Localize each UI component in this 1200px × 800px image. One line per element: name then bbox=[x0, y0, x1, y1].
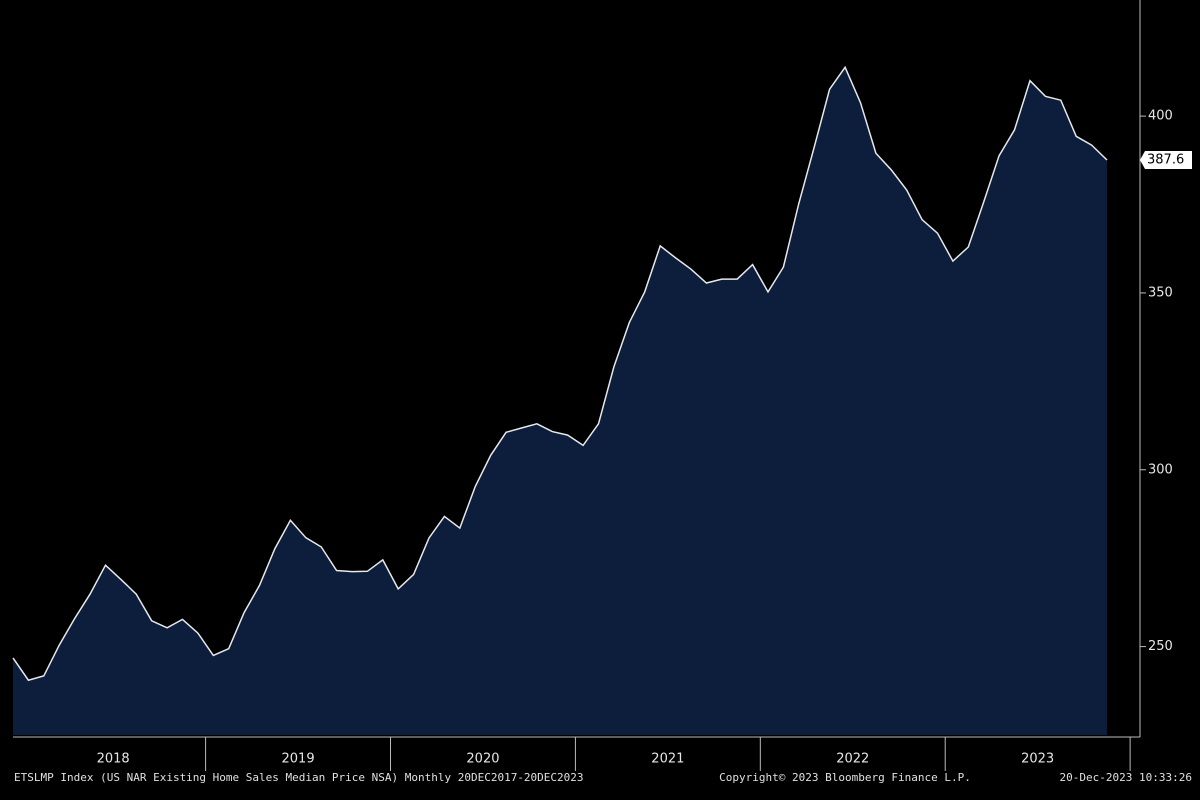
last-value-box bbox=[1140, 150, 1192, 169]
y-tick-label: 300 bbox=[1148, 462, 1173, 477]
area-fill bbox=[13, 67, 1107, 736]
x-tick-label: 2018 bbox=[97, 752, 130, 767]
x-tick-label: 2022 bbox=[836, 752, 869, 767]
y-tick-label: 250 bbox=[1148, 639, 1173, 654]
x-tick-label: 2020 bbox=[466, 752, 499, 767]
y-tick-label: 400 bbox=[1148, 109, 1173, 124]
area-line bbox=[12, 65, 1108, 682]
x-tick-label: 2023 bbox=[1021, 752, 1054, 767]
last-value-label: 387.6 bbox=[1147, 152, 1184, 167]
footer-left: ETSLMP Index (US NAR Existing Home Sales… bbox=[14, 771, 584, 784]
y-tick-label: 350 bbox=[1148, 285, 1173, 300]
footer-center: Copyright© 2023 Bloomberg Finance L.P. bbox=[719, 771, 971, 784]
x-tick-label: 2019 bbox=[282, 752, 315, 767]
x-tick-label: 2021 bbox=[651, 752, 684, 767]
footer-right: 20-Dec-2023 10:33:26 bbox=[1060, 771, 1192, 784]
